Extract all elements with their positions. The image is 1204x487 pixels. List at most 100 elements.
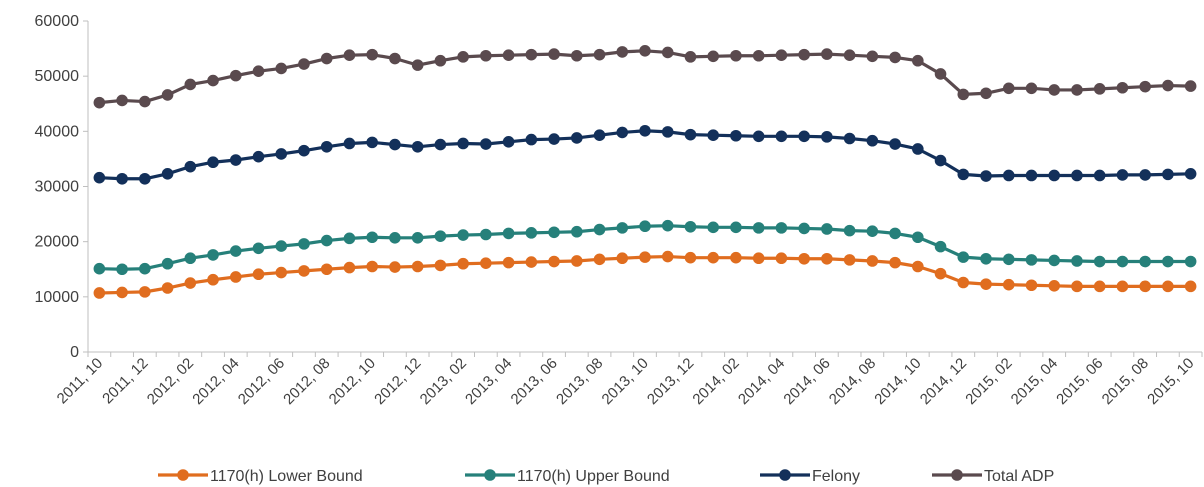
series-2-point [639, 220, 651, 233]
x-tick-label: 2015, 02 [962, 355, 1015, 408]
x-tick-label: 2014, 12 [917, 355, 970, 408]
series-2-point [707, 221, 720, 234]
series-1-point [1048, 280, 1061, 292]
series-2-point [252, 242, 265, 255]
x-tick-label: 2014, 06 [780, 355, 833, 408]
series-4-point [1048, 84, 1061, 96]
series-1-point [366, 260, 378, 273]
series-4-point [843, 49, 856, 62]
series-4-point [1002, 82, 1015, 95]
series-1-point [1002, 278, 1015, 291]
y-tick-label: 20000 [35, 234, 80, 251]
series-1-point [707, 251, 720, 264]
series-4-point [411, 59, 424, 71]
series-2-point [1025, 254, 1038, 266]
legend-marker [484, 469, 496, 481]
series-2-point [389, 232, 401, 244]
series-1-point [525, 256, 538, 268]
series-4-point [593, 48, 606, 61]
series-2-point [548, 226, 560, 239]
series-3-point [548, 133, 560, 145]
series-4-point [275, 62, 288, 75]
series-1-point [616, 252, 629, 265]
series-4-point [93, 96, 106, 109]
series-3-point [298, 144, 310, 157]
series-2-point [934, 240, 947, 253]
series-3-point [502, 136, 515, 148]
series-2-point [207, 249, 219, 261]
series-2-point [866, 225, 879, 237]
series-2-point [275, 240, 288, 252]
series-1-point [93, 287, 106, 299]
series-1-point [821, 252, 833, 265]
series-2-point [912, 231, 924, 244]
x-tick-label: 2013, 02 [417, 355, 470, 408]
x-tick-label: 2015, 04 [1008, 355, 1061, 408]
series-4-point [1071, 84, 1083, 96]
series-1-point [116, 286, 128, 299]
series-1-point [434, 259, 447, 272]
series-4-point [1139, 80, 1151, 93]
series-1-point [1162, 280, 1174, 293]
x-tick-label: 2014, 10 [871, 355, 924, 408]
series-4-point [684, 51, 697, 63]
series-2-point [570, 225, 583, 238]
series-3-point [434, 138, 447, 151]
series-3-point [1116, 169, 1129, 181]
series-1-point [730, 251, 742, 264]
series-3-point [1048, 169, 1061, 182]
series-4-point [480, 49, 492, 62]
series-4-point [434, 54, 447, 67]
series-4-point [1025, 82, 1038, 95]
legend-label: 1170(h) Upper Bound [517, 468, 670, 485]
series-2-point [957, 251, 970, 263]
series-2-point [1071, 255, 1083, 267]
series-3-point [161, 168, 174, 180]
series-2-point [480, 228, 492, 241]
series-1-point [207, 273, 219, 286]
series-4-point [775, 49, 788, 62]
series-1-point [275, 266, 288, 279]
series-4-point [1116, 81, 1129, 94]
x-tick-label: 2015, 06 [1053, 355, 1106, 408]
series-2-point [161, 257, 174, 270]
x-tick-label: 2013, 12 [644, 355, 697, 408]
series-3-point [389, 138, 401, 151]
series-1-point [252, 268, 265, 281]
series-4-point [525, 48, 538, 61]
series-3-point [570, 132, 583, 144]
series-2-point [593, 223, 606, 236]
series-4-point [616, 46, 629, 58]
series-1-point [957, 276, 970, 289]
series-1-point [593, 253, 606, 266]
x-tick-label: 2012, 06 [235, 355, 288, 408]
series-3-point [1002, 169, 1015, 182]
series-3-point [480, 138, 492, 150]
series-2-point [298, 238, 310, 250]
series-1-point [411, 260, 424, 273]
series-2-point [980, 252, 992, 265]
series-2-point [139, 262, 151, 275]
series-2-point [1184, 255, 1197, 268]
series-2-point [661, 219, 674, 232]
series-2-point [684, 220, 697, 233]
series-3-point [912, 143, 924, 155]
series-1-point [934, 267, 947, 280]
series-2-point [1162, 255, 1174, 268]
series-4-point [184, 78, 197, 91]
y-tick-label: 50000 [35, 68, 80, 85]
series-1-point [343, 261, 356, 274]
series-3-point [843, 132, 856, 145]
series-2-point [229, 245, 242, 257]
series-4-point [661, 46, 674, 59]
series-1-point [889, 256, 901, 269]
series-3-point [116, 172, 128, 185]
series-4-point [866, 50, 879, 63]
series-4-point [298, 58, 310, 70]
series-1-point [502, 256, 515, 269]
series-4-point [798, 48, 810, 61]
series-1-point [639, 251, 651, 263]
series-3-point [1162, 168, 1174, 181]
x-tick-label: 2014, 02 [689, 355, 742, 408]
legend-label: Total ADP [984, 468, 1054, 485]
